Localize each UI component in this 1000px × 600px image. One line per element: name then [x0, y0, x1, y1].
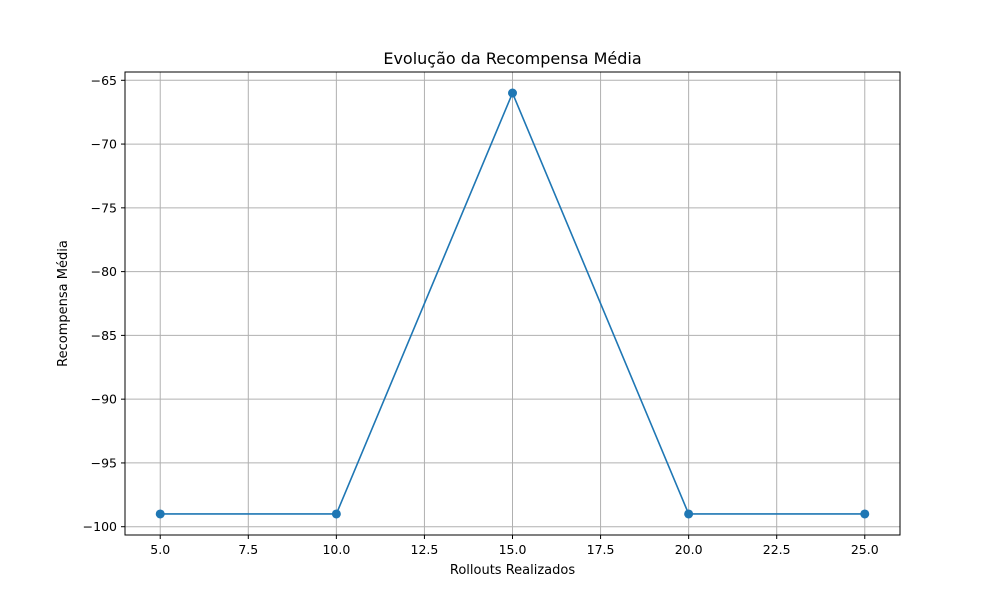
x-tick-label: 7.5 [238, 542, 258, 557]
x-tick-label: 25.0 [851, 542, 879, 557]
data-point [508, 88, 517, 98]
x-tick-label: 17.5 [587, 542, 615, 557]
x-tick-label: 5.0 [150, 542, 170, 557]
data-point [684, 509, 694, 519]
y-tick-label: −90 [91, 392, 117, 407]
y-axis-ticks: −100 −95 −90 −85 −80 −75 −70 −65 [83, 73, 125, 534]
x-axis-ticks: 5.0 7.5 10.0 12.5 15.0 17.5 20.0 22.5 25.0 [150, 535, 879, 557]
chart-title: Evolução da Recompensa Média [383, 49, 641, 68]
data-point [331, 509, 341, 519]
y-tick-label: −85 [91, 328, 117, 343]
y-tick-label: −65 [91, 73, 117, 88]
y-tick-label: −95 [91, 455, 117, 470]
series-layer [155, 88, 870, 519]
x-tick-label: 12.5 [411, 542, 439, 557]
y-tick-label: −100 [83, 519, 117, 534]
x-tick-label: 22.5 [763, 542, 791, 557]
x-tick-label: 15.0 [499, 542, 527, 557]
grid [125, 72, 900, 535]
x-tick-label: 10.0 [322, 542, 350, 557]
y-tick-label: −75 [91, 200, 117, 215]
x-tick-label: 20.0 [675, 542, 703, 557]
data-point [860, 509, 870, 519]
x-axis-label: Rollouts Realizados [450, 563, 575, 578]
data-point [155, 509, 165, 519]
y-tick-label: −70 [91, 137, 117, 152]
y-axis-label: Recompensa Média [56, 240, 71, 367]
y-tick-label: −80 [91, 264, 117, 279]
